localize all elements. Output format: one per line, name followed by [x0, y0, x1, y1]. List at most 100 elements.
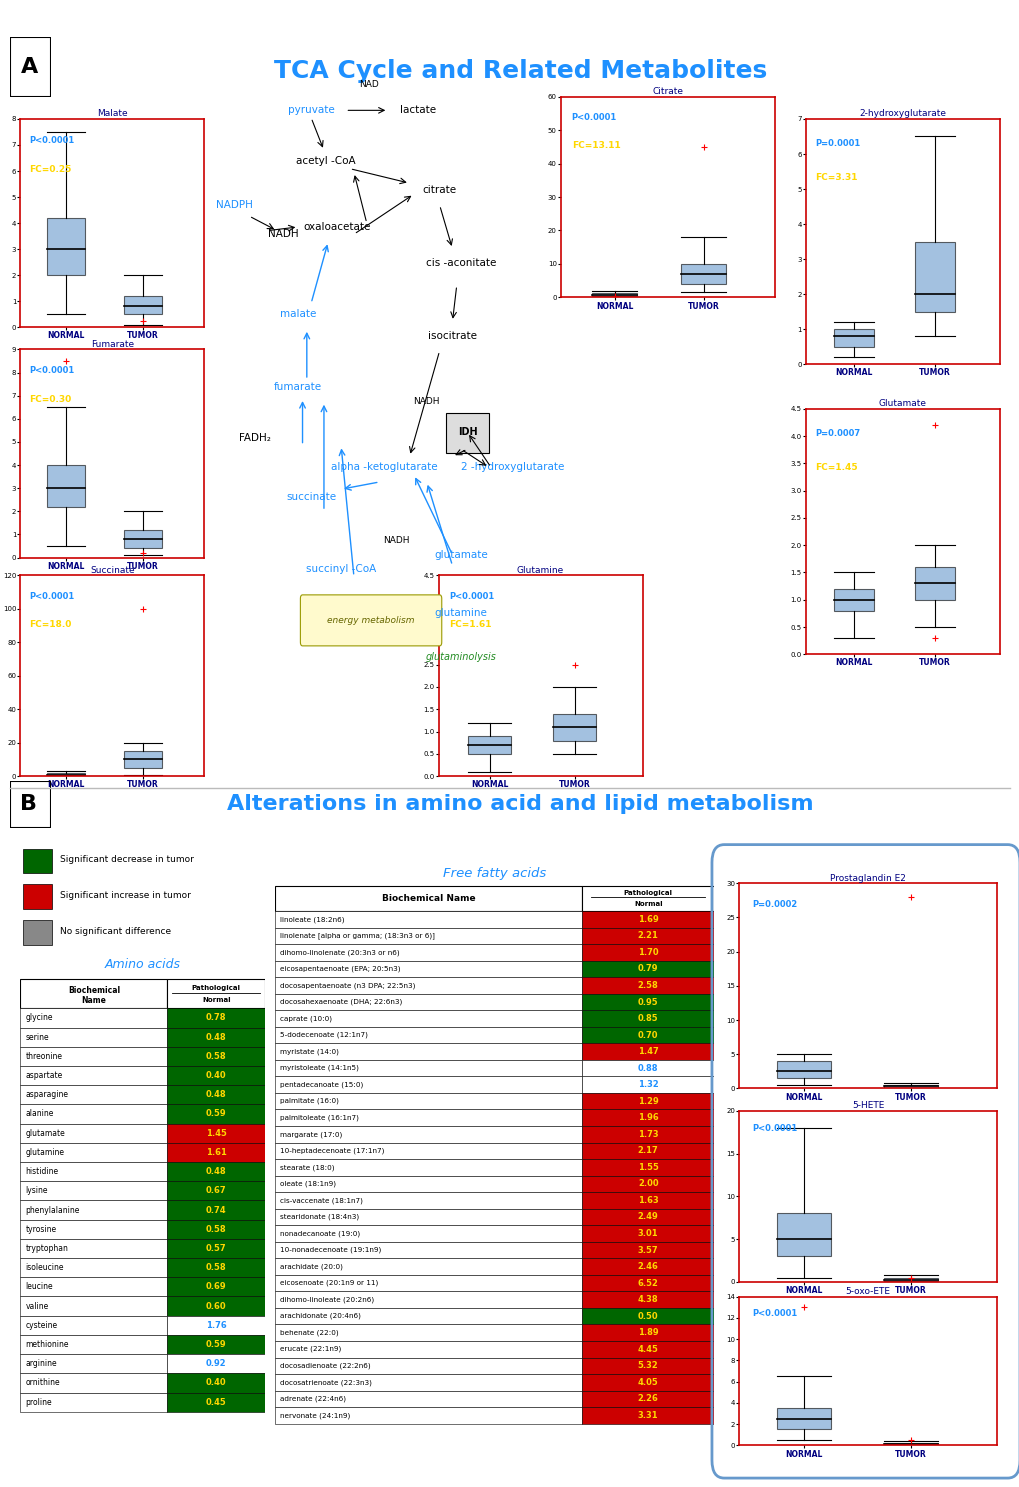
Text: glutamine: glutamine: [25, 1148, 64, 1157]
Text: 2 -hydroxyglutarate: 2 -hydroxyglutarate: [461, 462, 564, 473]
Bar: [883, 1279, 936, 1280]
Text: FC=3.31: FC=3.31: [815, 172, 857, 181]
Text: erucate (22:1n9): erucate (22:1n9): [279, 1346, 340, 1353]
Text: 0.74: 0.74: [206, 1206, 226, 1215]
Text: malate: malate: [280, 309, 316, 320]
Text: 2.21: 2.21: [637, 931, 658, 940]
Text: pyruvate: pyruvate: [287, 106, 334, 116]
Text: glutamate: glutamate: [434, 550, 487, 559]
Text: 0.70: 0.70: [637, 1030, 658, 1039]
Text: dihomo-linolenate (20:3n3 or n6): dihomo-linolenate (20:3n3 or n6): [279, 949, 399, 956]
Bar: [275, 1193, 582, 1209]
Text: NADPH: NADPH: [215, 201, 252, 210]
Text: A: A: [20, 57, 38, 77]
Bar: [20, 1374, 167, 1392]
Bar: [582, 1274, 713, 1291]
Text: margarate (17:0): margarate (17:0): [279, 1132, 341, 1138]
Text: pentadecanoate (15:0): pentadecanoate (15:0): [279, 1081, 363, 1088]
Bar: [582, 1209, 713, 1225]
Text: leucine: leucine: [25, 1282, 53, 1291]
Bar: [552, 714, 595, 741]
Text: P=0.0007: P=0.0007: [815, 428, 860, 437]
Bar: [20, 980, 167, 1008]
Bar: [20, 1066, 167, 1086]
Bar: [20, 1335, 167, 1355]
Text: 0.58: 0.58: [206, 1051, 226, 1060]
Text: 2.49: 2.49: [637, 1212, 658, 1221]
Title: 2-hydroxyglutarate: 2-hydroxyglutarate: [858, 109, 946, 117]
Text: 0.58: 0.58: [206, 1262, 226, 1273]
Bar: [22, 920, 52, 944]
Text: 1.63: 1.63: [637, 1196, 658, 1204]
Text: ornithine: ornithine: [25, 1378, 60, 1387]
Text: 1.45: 1.45: [206, 1129, 226, 1138]
Bar: [275, 928, 582, 944]
Title: Glutamine: Glutamine: [517, 565, 564, 574]
Bar: [167, 1374, 265, 1392]
Bar: [776, 1213, 829, 1257]
Bar: [20, 1124, 167, 1144]
Bar: [123, 296, 162, 314]
Text: P<0.0001: P<0.0001: [30, 135, 74, 144]
Bar: [275, 944, 582, 961]
Text: P=0.0002: P=0.0002: [752, 900, 797, 909]
Text: Pathological: Pathological: [623, 891, 673, 897]
Bar: [275, 1274, 582, 1291]
Bar: [582, 1374, 713, 1390]
Text: glutamate: glutamate: [25, 1129, 65, 1138]
Text: 2.26: 2.26: [637, 1395, 658, 1404]
Bar: [582, 1242, 713, 1258]
Bar: [167, 980, 265, 1008]
Bar: [681, 263, 726, 284]
Text: FC=13.11: FC=13.11: [572, 141, 620, 150]
Bar: [167, 1277, 265, 1297]
Bar: [275, 977, 582, 993]
Bar: [582, 1142, 713, 1158]
FancyBboxPatch shape: [445, 413, 488, 452]
Text: 1.73: 1.73: [637, 1130, 658, 1139]
Text: 0.45: 0.45: [206, 1398, 226, 1407]
Bar: [275, 1374, 582, 1390]
Text: 1.55: 1.55: [637, 1163, 658, 1172]
Text: glutamine: glutamine: [434, 608, 487, 619]
Bar: [167, 1316, 265, 1335]
Bar: [582, 1176, 713, 1193]
Text: isocitrate: isocitrate: [428, 332, 477, 341]
Bar: [275, 886, 582, 912]
Text: oleate (18:1n9): oleate (18:1n9): [279, 1181, 335, 1187]
Bar: [275, 1142, 582, 1158]
Title: Prostaglandin E2: Prostaglandin E2: [829, 873, 905, 882]
Text: myristate (14:0): myristate (14:0): [279, 1048, 338, 1054]
Text: FC=18.0: FC=18.0: [30, 620, 72, 629]
Bar: [582, 1258, 713, 1274]
Text: 0.88: 0.88: [637, 1063, 658, 1072]
Text: behenate (22:0): behenate (22:0): [279, 1329, 338, 1335]
Text: 1.29: 1.29: [637, 1097, 658, 1106]
Bar: [582, 1325, 713, 1341]
Text: 0.40: 0.40: [206, 1378, 226, 1387]
Text: eicosapentaenoate (EPA; 20:5n3): eicosapentaenoate (EPA; 20:5n3): [279, 965, 399, 972]
Bar: [582, 1028, 713, 1044]
Text: docosadienoate (22:2n6): docosadienoate (22:2n6): [279, 1362, 370, 1370]
Text: IDH: IDH: [458, 427, 477, 437]
Text: lysine: lysine: [25, 1187, 48, 1196]
Title: Succinate: Succinate: [90, 565, 135, 574]
Text: NADH: NADH: [383, 535, 410, 544]
Bar: [20, 1355, 167, 1374]
Text: 1.47: 1.47: [637, 1047, 658, 1056]
Title: 5-oxo-ETE: 5-oxo-ETE: [845, 1286, 890, 1295]
Bar: [20, 1277, 167, 1297]
Bar: [468, 736, 511, 754]
Text: valine: valine: [25, 1301, 49, 1310]
Text: 0.50: 0.50: [637, 1312, 658, 1320]
Text: Alterations in amino acid and lipid metabolism: Alterations in amino acid and lipid meta…: [226, 794, 813, 815]
Text: palmitoleate (16:1n7): palmitoleate (16:1n7): [279, 1114, 359, 1121]
Text: adrenate (22:4n6): adrenate (22:4n6): [279, 1396, 345, 1402]
Text: citrate: citrate: [422, 186, 457, 195]
Bar: [20, 1258, 167, 1277]
Bar: [275, 1309, 582, 1325]
Text: 4.45: 4.45: [637, 1344, 658, 1353]
Bar: [20, 1008, 167, 1028]
Bar: [123, 529, 162, 549]
Text: fumarate: fumarate: [274, 382, 322, 393]
